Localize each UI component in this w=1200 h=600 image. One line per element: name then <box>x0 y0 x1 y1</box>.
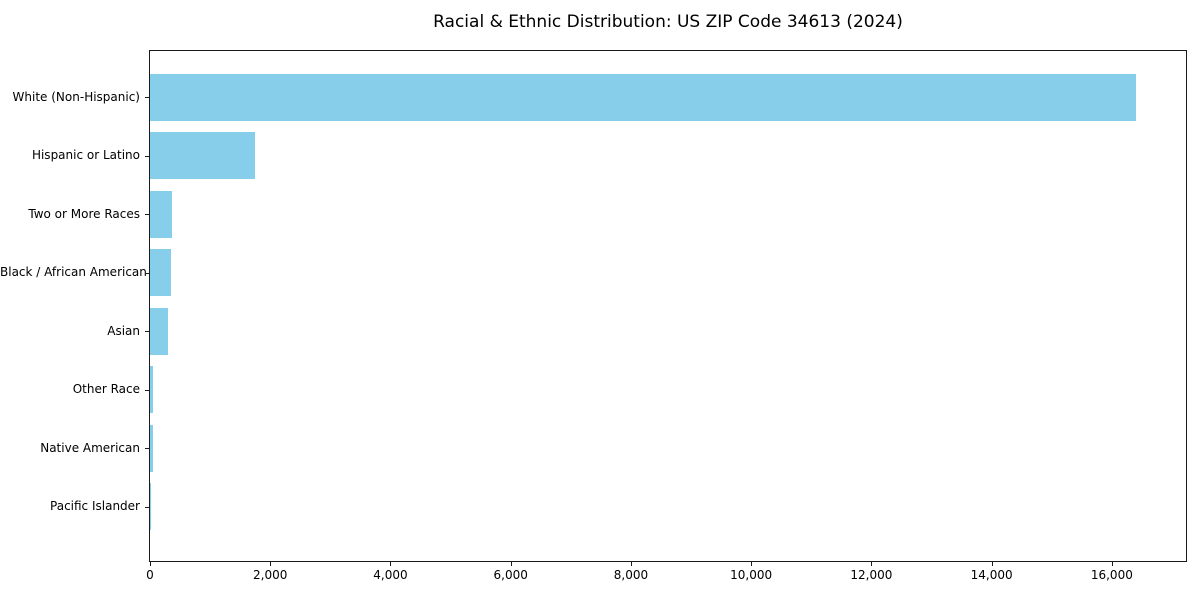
x-tick-label: 0 <box>146 568 154 582</box>
x-tick-mark <box>630 562 632 566</box>
bar-native-american <box>150 424 153 472</box>
bar-hispanic-or-latino <box>150 132 256 179</box>
y-tick-mark <box>145 97 149 98</box>
x-tick-mark <box>751 562 753 566</box>
y-axis-label: Hispanic or Latino <box>31 148 140 162</box>
y-tick-mark <box>145 272 149 274</box>
x-tick-mark <box>150 562 151 566</box>
bar-other-race <box>150 366 154 413</box>
x-tick-mark <box>871 562 873 566</box>
y-tick-mark <box>145 155 149 157</box>
x-tick-mark <box>270 562 272 566</box>
x-tick-label: 8,000 <box>613 568 649 582</box>
bar-black-african-american <box>150 249 172 296</box>
bar-asian <box>150 307 168 355</box>
y-axis-label: Other Race <box>72 382 140 396</box>
y-axis-label: White (Non-Hispanic) <box>12 89 140 104</box>
y-tick-mark <box>145 214 149 215</box>
x-tick-label: 14,000 <box>970 568 1013 582</box>
x-tick-mark <box>1111 562 1113 566</box>
y-tick-mark <box>145 331 149 332</box>
y-axis-label: Native American <box>40 440 140 455</box>
bar-white-non-hispanic- <box>150 73 1136 121</box>
y-axis-label: Black / African American <box>0 265 147 279</box>
x-tick-label: 16,000 <box>1090 568 1133 582</box>
y-tick-mark <box>145 389 149 391</box>
plot-area <box>149 50 1187 562</box>
y-axis-label: Asian <box>107 323 140 338</box>
x-tick-mark <box>390 562 392 566</box>
y-axis-label: Pacific Islander <box>50 499 140 513</box>
x-tick-label: 10,000 <box>730 568 773 582</box>
chart-title: Racial & Ethnic Distribution: US ZIP Cod… <box>433 12 903 32</box>
x-tick-label: 2,000 <box>253 568 288 582</box>
x-tick-mark <box>510 562 512 566</box>
x-tick-label: 6,000 <box>493 568 528 582</box>
y-tick-mark <box>145 448 149 449</box>
y-axis-label: Two or More Races <box>28 206 140 221</box>
x-tick-mark <box>991 562 993 566</box>
x-tick-label: 12,000 <box>850 568 893 582</box>
x-tick-label: 4,000 <box>373 568 408 582</box>
bar-two-or-more-races <box>150 190 173 238</box>
y-tick-mark <box>145 506 149 508</box>
